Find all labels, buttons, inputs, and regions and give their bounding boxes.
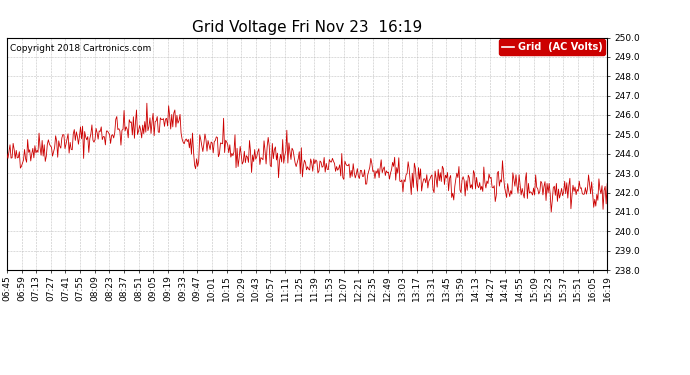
Legend: Grid  (AC Volts): Grid (AC Volts) [499,39,605,55]
Text: Copyright 2018 Cartronics.com: Copyright 2018 Cartronics.com [10,45,151,54]
Title: Grid Voltage Fri Nov 23  16:19: Grid Voltage Fri Nov 23 16:19 [192,20,422,35]
